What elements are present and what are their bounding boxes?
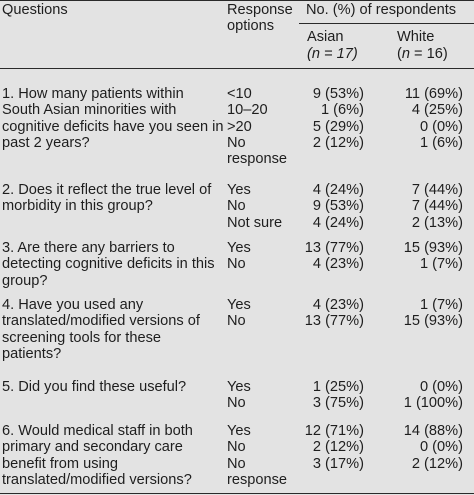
asian-value: 1 (6%) (321, 102, 364, 119)
white-value: 1 (100%) (403, 395, 463, 412)
asian-value: 4 (24%) (312, 182, 364, 198)
asian-value: 3 (75%) (312, 395, 364, 412)
white-value: 0 (0%) (420, 118, 463, 135)
white-value: 2 (13%) (411, 214, 463, 231)
response-option: Not sure (227, 214, 283, 231)
response-option: No (227, 395, 246, 412)
white-value: 14 (88%) (403, 423, 463, 439)
white-value: 1 (7%) (420, 256, 463, 273)
response-option: response (227, 471, 288, 488)
response-option: Yes (227, 379, 251, 395)
header-response-line1: Response (227, 2, 293, 18)
white-value: 7 (44%) (411, 198, 463, 215)
response-option: Yes (227, 240, 251, 256)
header-subrule (299, 23, 474, 24)
white-value: 11 (69%) (404, 86, 463, 102)
response-option: No (227, 198, 246, 215)
response-option: No (227, 256, 246, 273)
response-option: Yes (227, 182, 251, 198)
response-option: Yes (227, 423, 251, 439)
question-text: 3. Are there any barriers to detecting c… (2, 240, 215, 289)
asian-value: 13 (77%) (304, 313, 364, 330)
top-rule (0, 0, 474, 1)
question-text: 6. Would medical staff in both primary a… (2, 423, 193, 488)
question-text: 2. Does it reflect the true level of mor… (2, 182, 212, 215)
bottom-rule (0, 493, 474, 494)
response-option: No (227, 313, 246, 330)
header-questions: Questions (2, 2, 68, 18)
header-asian-n: (n = 17) (307, 46, 358, 62)
asian-value: 5 (29%) (312, 118, 364, 135)
asian-value: 9 (53%) (312, 198, 364, 215)
asian-value: 2 (12%) (312, 439, 364, 456)
response-option: No (227, 439, 246, 456)
asian-value: 4 (24%) (312, 214, 364, 231)
header-respondents: No. (%) of respondents (306, 2, 457, 18)
white-value: 4 (25%) (411, 102, 463, 119)
asian-value: 4 (23%) (312, 297, 364, 313)
white-value: 15 (93%) (403, 313, 463, 330)
asian-value: 9 (53%) (312, 86, 364, 102)
asian-value: 3 (17%) (312, 455, 364, 472)
white-value: 15 (93%) (403, 240, 463, 256)
header-white-n: (n = 16) (397, 46, 448, 62)
white-value: 1 (6%) (420, 134, 463, 151)
asian-value: 12 (71%) (304, 423, 364, 439)
white-value: 7 (44%) (411, 182, 463, 198)
asian-value: 2 (12%) (312, 134, 364, 151)
header-white: White (397, 29, 435, 45)
question-text: 4. Have you used any translated/modified… (2, 297, 200, 362)
white-value: 1 (7%) (420, 297, 463, 313)
question-text: 5. Did you find these useful? (2, 379, 187, 395)
response-option: Yes (227, 297, 251, 313)
white-value: 2 (12%) (411, 455, 463, 472)
header-asian: Asian (307, 29, 344, 45)
response-option: <10 (227, 86, 252, 102)
asian-value: 4 (23%) (312, 256, 364, 273)
response-option: 10–20 (227, 102, 268, 119)
header-response-line2: options (227, 18, 275, 34)
header-bottom-rule (0, 68, 474, 69)
asian-value: 1 (25%) (312, 379, 364, 395)
asian-value: 13 (77%) (304, 240, 364, 256)
white-value: 0 (0%) (420, 379, 463, 395)
response-option: >20 (227, 118, 252, 135)
response-option: No response (227, 134, 288, 168)
question-text: 1. How many patients within South Asian … (2, 86, 224, 151)
white-value: 0 (0%) (420, 439, 463, 456)
response-option: No (227, 455, 246, 472)
